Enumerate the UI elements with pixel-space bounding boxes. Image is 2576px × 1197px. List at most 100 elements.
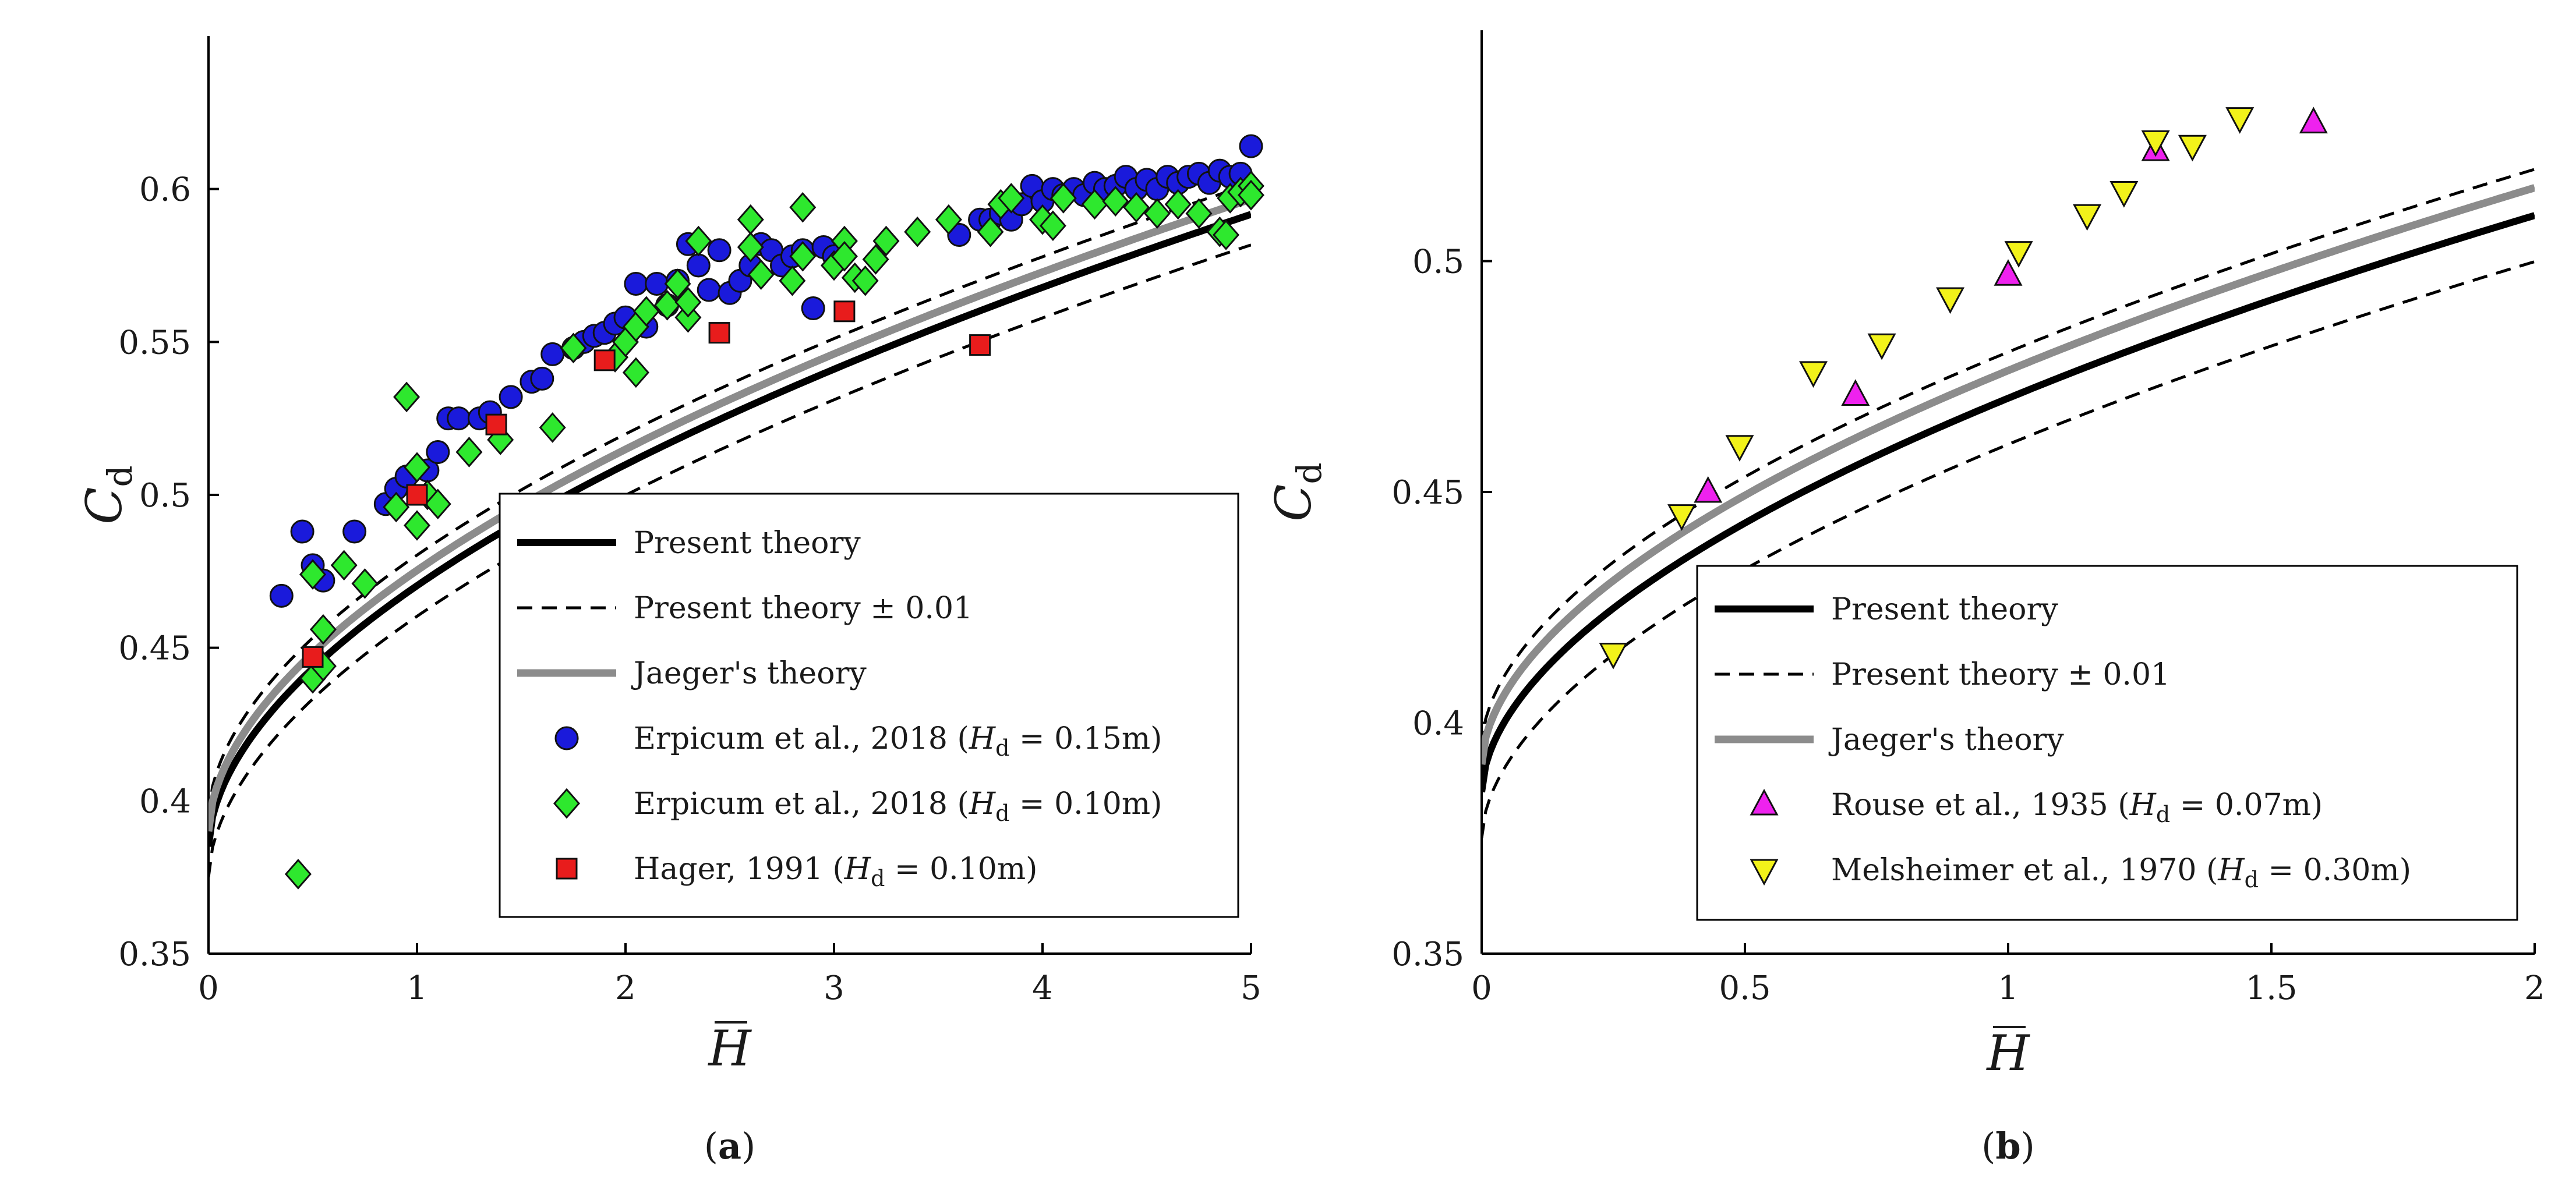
data-point: [1050, 183, 1077, 214]
data-point: [2073, 204, 2102, 231]
panel-caption-letter: b: [1995, 1125, 2020, 1167]
data-point: [1599, 643, 1628, 670]
data-point: [530, 366, 554, 391]
y-axis-title: Cd: [76, 465, 140, 524]
data-point: [342, 519, 367, 544]
data-point: [485, 413, 507, 435]
data-point: [935, 204, 962, 235]
data-point: [447, 406, 471, 431]
data-point: [1143, 198, 1171, 229]
y-tick-label: 0.55: [118, 324, 191, 362]
legend-label: Jaeger's theory: [1828, 723, 2064, 757]
data-point: [2299, 107, 2328, 134]
y-tick-label: 0.45: [1391, 474, 1464, 512]
panel-caption-paren: ): [741, 1125, 755, 1167]
y-axis-title-subscript: d: [100, 465, 140, 487]
x-tick-label: 1: [1998, 969, 2019, 1007]
legend-label-subscript: d: [2156, 802, 2170, 827]
data-point: [779, 265, 806, 296]
x-axis-title: H: [707, 1020, 752, 1077]
data-point: [1994, 259, 2023, 286]
data-point: [833, 300, 856, 323]
legend-label: Melsheimer et al., 1970 (Hd = 0.30m): [1831, 853, 2411, 893]
data-point: [1213, 219, 1240, 250]
data-point: [383, 491, 410, 523]
legend-label-part: = 0.30m): [2259, 853, 2411, 888]
data-point: [632, 296, 660, 327]
panel-caption-paren: ): [2021, 1125, 2035, 1167]
legend-label: Rouse et al., 1935 (Hd = 0.07m): [1831, 788, 2323, 827]
data-point: [284, 859, 312, 890]
legend-label-subscript: d: [995, 801, 1009, 826]
data-point: [747, 259, 775, 291]
series-line-present-theory-band: [1482, 168, 2535, 746]
data-point: [426, 440, 450, 464]
legend-label: Present theory ± 0.01: [634, 591, 973, 626]
data-point: [455, 437, 483, 468]
data-point: [653, 290, 681, 321]
data-point: [1238, 179, 1264, 211]
x-tick-label: 0: [198, 969, 219, 1007]
data-point: [686, 253, 711, 278]
data-point: [831, 240, 858, 272]
data-point: [309, 614, 337, 645]
panel-caption-paren: (: [704, 1125, 718, 1167]
panel-caption: (a): [704, 1125, 756, 1167]
legend-box: [1696, 565, 2518, 921]
data-point: [1799, 361, 1828, 388]
legend-label-part: = 0.07m): [2170, 788, 2323, 823]
legend-label-symbol: H: [2129, 788, 2157, 823]
data-point: [351, 568, 379, 599]
data-point: [540, 342, 565, 366]
series-triangle-down: [1599, 107, 2255, 670]
data-point: [330, 550, 358, 581]
legend: Present theory Present theory ± 0.01 Jaege…: [499, 493, 1239, 918]
x-tick-label: 0: [1471, 969, 1492, 1007]
legend-label-symbol: H: [969, 721, 997, 756]
legend-label-part: = 0.10m): [1009, 787, 1162, 821]
legend-label-symbol: H: [2217, 853, 2245, 888]
legend-label-part: Melsheimer et al., 1970 (: [1831, 853, 2218, 888]
x-tick-label: 3: [824, 969, 844, 1007]
x-tick-label: 1.5: [2245, 969, 2297, 1007]
legend-marker-sample: [556, 858, 578, 880]
x-tick-label: 5: [1241, 969, 1262, 1007]
data-point: [2004, 241, 2033, 268]
curve-group: [209, 182, 1251, 878]
data-point: [801, 296, 825, 321]
data-point: [789, 192, 817, 223]
data-point: [1936, 287, 1965, 314]
legend-label-part: Erpicum et al., 2018 (: [634, 787, 969, 821]
x-tick-label: 1: [407, 969, 427, 1007]
legend-label-part: = 0.15m): [1009, 721, 1162, 756]
legend-label-part: Rouse et al., 1935 (: [1831, 788, 2130, 823]
data-point: [674, 286, 702, 318]
data-point: [1081, 189, 1108, 220]
panel-caption-paren: (: [1981, 1125, 1995, 1167]
series-line-present-theory-band: [1482, 260, 2535, 839]
legend-label-part: Erpicum et al., 2018 (: [634, 721, 969, 756]
data-point: [947, 222, 971, 247]
legend: Present theory Present theory ± 0.01 Jaege…: [1696, 565, 2518, 921]
data-point: [299, 559, 326, 590]
x-tick-label: 4: [1032, 969, 1053, 1007]
data-point: [290, 519, 315, 544]
panel-caption-letter: a: [718, 1125, 741, 1167]
series-triangle-up: [1694, 107, 2328, 503]
y-tick-label: 0.4: [139, 782, 191, 820]
series-square: [302, 300, 991, 668]
data-point: [1164, 189, 1192, 220]
data-point: [1185, 198, 1213, 229]
data-point: [1239, 134, 1263, 158]
data-point: [707, 238, 732, 263]
legend-label: Present theory: [634, 526, 861, 561]
data-point: [406, 484, 428, 506]
data-point: [622, 357, 649, 388]
data-point: [685, 225, 712, 257]
y-axis-title-main: C: [1265, 484, 1322, 521]
legend-label-part: = 0.10m): [885, 852, 1037, 887]
series-line-present-theory-band: [209, 182, 1251, 816]
